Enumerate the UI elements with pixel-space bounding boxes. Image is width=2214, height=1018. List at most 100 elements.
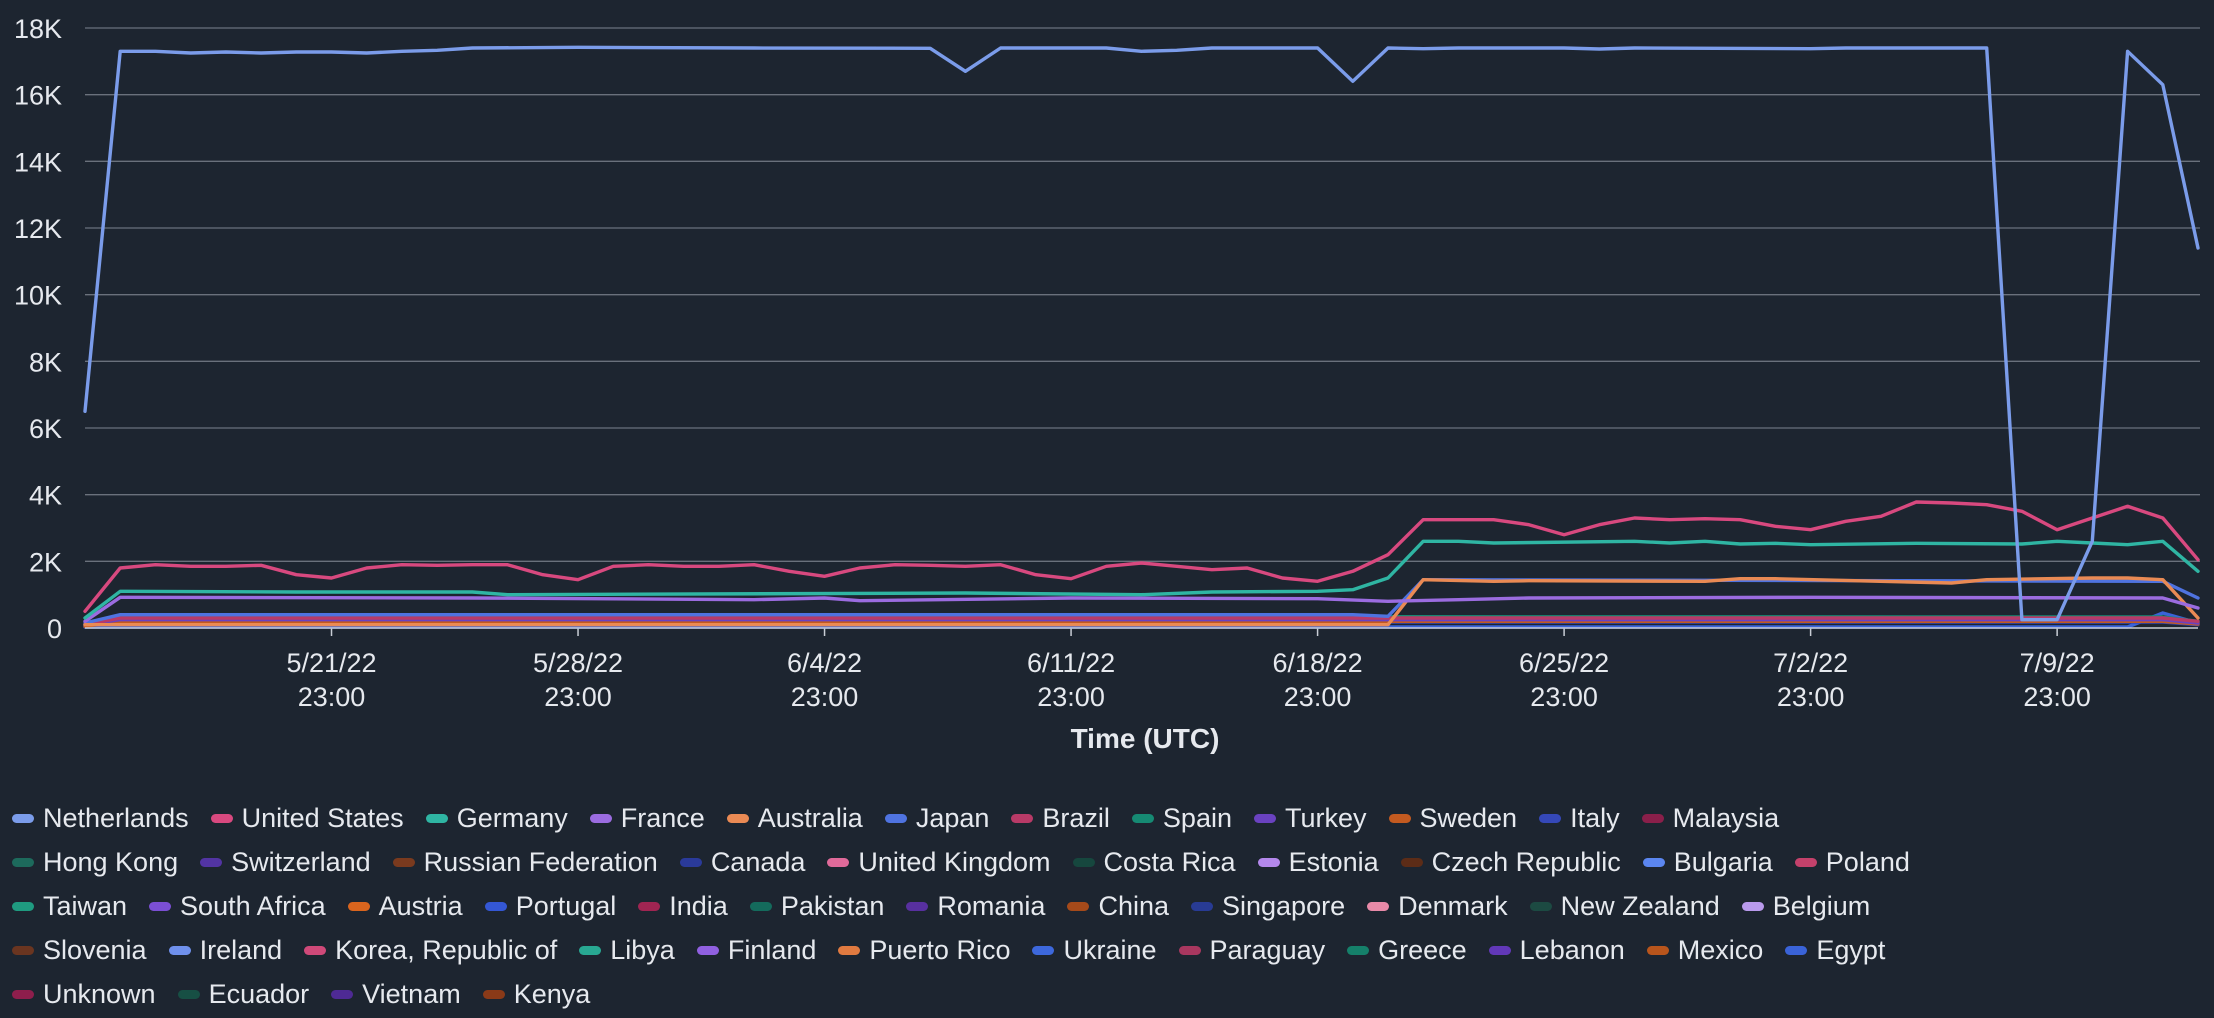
x-tick-label-date: 7/9/22	[2020, 648, 2095, 678]
legend-label: Turkey	[1284, 802, 1367, 833]
legend-swatch	[1032, 945, 1055, 955]
legend-label: Libya	[610, 934, 675, 965]
legend-swatch	[827, 857, 850, 867]
y-tick-label: 12K	[14, 214, 62, 244]
legend-item-kenya[interactable]: Kenya	[482, 978, 591, 1010]
legend-item-costa-rica[interactable]: Costa Rica	[1072, 846, 1236, 878]
legend-item-taiwan[interactable]: Taiwan	[12, 891, 127, 922]
legend-label: Austria	[378, 890, 463, 921]
legend-item-finland[interactable]: Finland	[696, 934, 817, 966]
legend-swatch	[392, 857, 415, 867]
legend-item-united-states[interactable]: United States	[210, 803, 404, 834]
legend-item-lebanon[interactable]: Lebanon	[1488, 935, 1625, 966]
legend-label: China	[1098, 890, 1169, 921]
legend-swatch	[200, 857, 223, 867]
legend-item-netherlands[interactable]: Netherlands	[12, 803, 189, 834]
legend-item-ukraine[interactable]: Ukraine	[1032, 935, 1157, 966]
legend-label: New Zealand	[1560, 890, 1720, 921]
legend-label: Costa Rica	[1103, 846, 1236, 877]
legend-swatch	[1794, 857, 1817, 867]
legend-item-bulgaria[interactable]: Bulgaria	[1642, 847, 1773, 878]
legend-item-singapore[interactable]: Singapore	[1191, 891, 1345, 922]
legend-item-estonia[interactable]: Estonia	[1257, 846, 1379, 878]
legend-item-turkey[interactable]: Turkey	[1253, 802, 1367, 834]
legend-item-puerto-rico[interactable]: Puerto Rico	[838, 935, 1010, 966]
legend-swatch	[1347, 945, 1370, 955]
legend-swatch	[1191, 901, 1213, 911]
legend-item-paraguay[interactable]: Paraguay	[1178, 935, 1325, 966]
legend-item-spain[interactable]: Spain	[1131, 803, 1232, 834]
legend-item-belgium[interactable]: Belgium	[1741, 891, 1870, 922]
legend-item-romania[interactable]: Romania	[906, 891, 1045, 922]
y-tick-label: 10K	[14, 281, 62, 311]
legend-item-czech-republic[interactable]: Czech Republic	[1400, 846, 1621, 878]
legend-label: Estonia	[1288, 846, 1379, 877]
legend-label: Mexico	[1677, 934, 1764, 965]
legend-label: Taiwan	[43, 890, 128, 921]
legend-item-egypt[interactable]: Egypt	[1785, 935, 1885, 966]
legend-item-india[interactable]: India	[638, 891, 728, 922]
series-line-egypt	[83, 611, 2200, 629]
legend-item-united-kingdom[interactable]: United Kingdom	[827, 847, 1051, 878]
legend-swatch	[425, 813, 448, 823]
legend-label: Slovenia	[43, 934, 147, 965]
legend-swatch	[168, 945, 191, 955]
legend-label: Czech Republic	[1431, 846, 1621, 877]
legend-swatch	[149, 901, 172, 911]
series-line-france	[83, 595, 2200, 623]
y-tick-label: 16K	[14, 81, 62, 111]
legend-item-australia[interactable]: Australia	[726, 803, 863, 834]
legend-item-japan[interactable]: Japan	[884, 802, 990, 834]
legend-item-vietnam[interactable]: Vietnam	[331, 979, 461, 1010]
legend-item-sweden[interactable]: Sweden	[1388, 803, 1517, 834]
legend-label: France	[620, 802, 705, 833]
legend-label: Kenya	[513, 978, 591, 1009]
x-tick-label-time: 23:00	[1284, 682, 1352, 712]
legend-item-malaysia[interactable]: Malaysia	[1641, 802, 1780, 834]
legend-item-germany[interactable]: Germany	[425, 803, 568, 834]
legend-item-greece[interactable]: Greece	[1347, 935, 1467, 966]
legend-label: Vietnam	[362, 978, 461, 1009]
legend-item-slovenia[interactable]: Slovenia	[12, 935, 147, 966]
legend-item-mexico[interactable]: Mexico	[1646, 934, 1764, 966]
legend-item-france[interactable]: France	[589, 802, 705, 834]
legend-item-ireland[interactable]: Ireland	[168, 935, 282, 966]
legend-swatch	[304, 945, 327, 955]
legend-swatch	[1011, 813, 1034, 823]
legend-item-italy[interactable]: Italy	[1539, 803, 1620, 834]
legend-swatch	[1488, 945, 1511, 955]
legend-label: Hong Kong	[43, 846, 179, 877]
legend-label: Finland	[727, 934, 817, 965]
legend-item-ecuador[interactable]: Ecuador	[177, 979, 309, 1010]
legend-item-korea-republic-of[interactable]: Korea, Republic of	[304, 935, 557, 966]
legend-item-portugal[interactable]: Portugal	[484, 891, 616, 922]
legend-label: Malaysia	[1672, 802, 1780, 833]
y-tick-label: 14K	[14, 147, 62, 177]
legend-item-austria[interactable]: Austria	[347, 890, 463, 922]
legend-swatch	[1529, 901, 1552, 911]
legend-item-poland[interactable]: Poland	[1794, 847, 1910, 878]
legend-item-south-africa[interactable]: South Africa	[149, 891, 326, 922]
legend-item-hong-kong[interactable]: Hong Kong	[12, 847, 178, 878]
legend-item-brazil[interactable]: Brazil	[1011, 803, 1110, 834]
legend-swatch	[1253, 813, 1276, 823]
legend-swatch	[838, 945, 861, 955]
legend-label: Japan	[915, 802, 990, 833]
legend-label: Puerto Rico	[869, 934, 1011, 965]
x-tick-label-time: 23:00	[1530, 682, 1598, 712]
legend-item-new-zealand[interactable]: New Zealand	[1529, 890, 1720, 922]
x-tick-label-time: 23:00	[1037, 682, 1105, 712]
legend-item-pakistan[interactable]: Pakistan	[749, 891, 884, 922]
legend-item-libya[interactable]: Libya	[579, 935, 675, 966]
x-tick-label-date: 5/21/22	[286, 648, 376, 678]
legend-item-unknown[interactable]: Unknown	[12, 979, 156, 1010]
legend-swatch	[1131, 813, 1154, 823]
legend-item-russian-federation[interactable]: Russian Federation	[392, 847, 658, 878]
legend-item-canada[interactable]: Canada	[679, 847, 805, 878]
legend-item-switzerland[interactable]: Switzerland	[200, 847, 371, 878]
series-line-australia	[83, 576, 2200, 627]
legend-item-china[interactable]: China	[1067, 891, 1169, 922]
legend-item-denmark[interactable]: Denmark	[1367, 891, 1508, 922]
y-tick-label: 2K	[29, 547, 62, 577]
